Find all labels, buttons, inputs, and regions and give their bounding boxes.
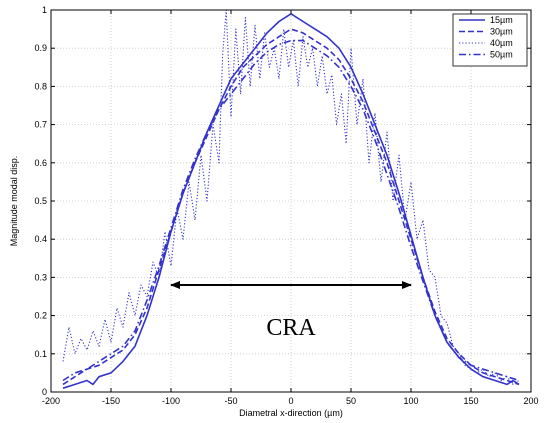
y-tick-label: 0.6 (34, 158, 47, 168)
x-tick-label: -200 (42, 396, 60, 406)
y-tick-label: 0.5 (34, 196, 47, 206)
y-tick-label: 0.8 (34, 81, 47, 91)
y-tick-label: 0.3 (34, 272, 47, 282)
cra-label: CRA (266, 315, 316, 341)
x-tick-label: -150 (102, 396, 120, 406)
legend-label: 50µm (490, 50, 513, 60)
legend-box (452, 13, 528, 67)
y-tick-label: 0.2 (34, 311, 47, 321)
y-tick-label: 0 (42, 387, 47, 397)
x-tick-label: 150 (463, 396, 478, 406)
y-tick-label: 0.7 (34, 120, 47, 130)
y-tick-label: 0.9 (34, 43, 47, 53)
x-tick-label: -50 (224, 396, 237, 406)
series-line-2 (62, 28, 520, 386)
legend-label: 30µm (490, 27, 513, 37)
grid (51, 10, 531, 392)
legend-label: 40µm (490, 38, 513, 48)
series-line-4 (62, 39, 520, 382)
x-tick-label: 0 (288, 396, 293, 406)
y-tick-label: 0.1 (34, 349, 47, 359)
x-axis-label: Diametral x-direction (µm) (239, 408, 343, 418)
x-tick-label: 100 (403, 396, 418, 406)
y-tick-label: 1 (42, 5, 47, 15)
x-tick-label: -100 (162, 396, 180, 406)
y-tick-label: 0.4 (34, 234, 47, 244)
y-axis-label: Magnitude modal disp. (9, 156, 19, 247)
annotation-group: CRA (170, 281, 412, 341)
legend-label: 15µm (490, 15, 513, 25)
x-tick-label: 50 (346, 396, 356, 406)
x-tick-label: 200 (523, 396, 538, 406)
ticks: -200 -150 -100 -50 0 50 100 150 200 0 0.1 0.2 0.3 0.4… (34, 5, 538, 406)
